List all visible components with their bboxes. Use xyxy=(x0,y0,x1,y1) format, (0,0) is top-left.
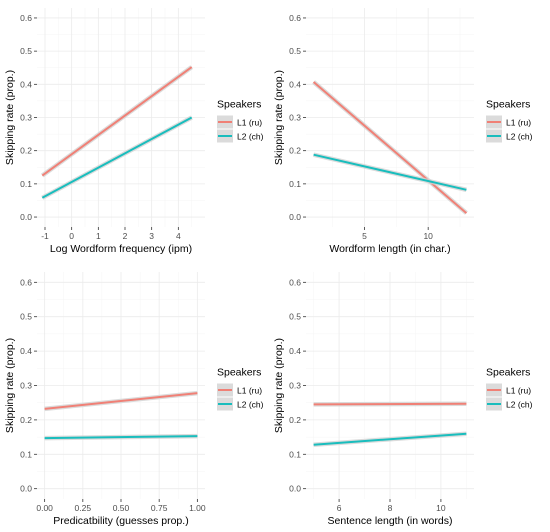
y-tick-label: 0.2 xyxy=(289,146,301,156)
y-axis-title: Skipping rate (prop.) xyxy=(273,70,285,165)
legend: Speakers L1 (ru) L2 (ch) xyxy=(217,99,264,143)
x-tick-label: 0.25 xyxy=(75,503,92,513)
y-tick-label: 0.4 xyxy=(289,79,301,89)
series-l1-line xyxy=(44,392,198,410)
series-l2-line xyxy=(313,153,467,191)
chart-panel-2: 0.0 0.1 0.2 0.3 0.4 0.5 0.6 5 10 Wordform length … xyxy=(273,8,533,255)
x-tick-label: 0.75 xyxy=(151,503,168,513)
legend-label-l2: L2 (ch) xyxy=(506,132,533,142)
x-axis-title: Predicatbility (guesses prop.) xyxy=(53,515,188,527)
y-tick-label: 0.6 xyxy=(20,277,32,287)
legend-label-l1: L1 (ru) xyxy=(237,386,262,396)
x-tick-label: 10 xyxy=(423,231,433,241)
legend-label-l1: L1 (ru) xyxy=(237,118,262,128)
series-l2-line xyxy=(41,116,193,199)
y-tick-label: 0.6 xyxy=(289,13,301,23)
y-tick-label: 0.5 xyxy=(20,46,32,56)
y-tick-label: 0.2 xyxy=(20,146,32,156)
y-tick-label: 0.3 xyxy=(289,381,301,391)
legend: Speakers L1 (ru) L2 (ch) xyxy=(217,367,264,411)
x-tick-label: 0.00 xyxy=(36,503,53,513)
legend-label-l1: L1 (ru) xyxy=(506,118,531,128)
y-tick-label: 0.2 xyxy=(20,415,32,425)
series-l2-line xyxy=(44,435,198,440)
y-tick-label: 0.4 xyxy=(289,346,301,356)
y-tick-label: 0.5 xyxy=(20,312,32,322)
y-tick-label: 0.6 xyxy=(289,277,301,287)
series-l2-line xyxy=(313,432,467,446)
y-tick-label: 0.5 xyxy=(289,312,301,322)
x-tick-label: 0.50 xyxy=(113,503,130,513)
y-tick-label: 0.4 xyxy=(20,346,32,356)
x-axis-title: Sentence length (in words) xyxy=(328,515,453,527)
y-axis-title: Skipping rate (prop.) xyxy=(4,70,16,165)
legend-title: Speakers xyxy=(217,367,261,379)
y-tick-label: 0.0 xyxy=(20,484,32,494)
x-tick-label: -1 xyxy=(41,231,49,241)
y-tick-label: 0.0 xyxy=(289,212,301,222)
x-tick-label: 0 xyxy=(69,231,74,241)
x-tick-label: 5 xyxy=(362,231,367,241)
series-l1-line xyxy=(312,81,468,214)
x-tick-label: 1 xyxy=(96,231,101,241)
chart-panel-4: 0.0 0.1 0.2 0.3 0.4 0.5 0.6 6 8 10 Sentence length… xyxy=(273,272,533,527)
x-axis-title: Log Wordform frequency (ipm) xyxy=(50,243,192,255)
x-tick-label: 10 xyxy=(436,503,446,513)
chart-panel-1: 0.0 0.1 0.2 0.3 0.4 0.5 0.6 -1 0 1 2 3 4 Log Wordform… xyxy=(4,8,264,255)
legend-title: Speakers xyxy=(486,367,530,379)
y-tick-label: 0.1 xyxy=(20,449,32,459)
y-tick-label: 0.1 xyxy=(289,449,301,459)
legend-title: Speakers xyxy=(486,99,530,111)
x-tick-label: 2 xyxy=(123,231,128,241)
legend-label-l2: L2 (ch) xyxy=(237,132,264,142)
x-tick-label: 3 xyxy=(149,231,154,241)
x-tick-label: 4 xyxy=(176,231,181,241)
legend-label-l2: L2 (ch) xyxy=(506,400,533,410)
y-tick-label: 0.0 xyxy=(289,484,301,494)
legend: Speakers L1 (ru) L2 (ch) xyxy=(486,367,533,411)
legend-label-l1: L1 (ru) xyxy=(506,386,531,396)
legend: Speakers L1 (ru) L2 (ch) xyxy=(486,99,533,143)
x-axis-title: Wordform length (in char.) xyxy=(329,243,450,255)
x-tick-label: 8 xyxy=(388,503,393,513)
y-tick-label: 0.3 xyxy=(289,113,301,123)
y-tick-label: 0.3 xyxy=(20,113,32,123)
x-tick-label: 1.00 xyxy=(189,503,206,513)
y-axis-title: Skipping rate (prop.) xyxy=(4,338,16,433)
y-tick-label: 0.5 xyxy=(289,46,301,56)
chart-panel-3: 0.0 0.1 0.2 0.3 0.4 0.5 0.6 0.00 0.25 0.50 0.75 1.0… xyxy=(4,272,264,527)
legend-label-l2: L2 (ch) xyxy=(237,400,264,410)
y-tick-label: 0.2 xyxy=(289,415,301,425)
x-tick-label: 6 xyxy=(337,503,342,513)
y-axis-title: Skipping rate (prop.) xyxy=(273,338,285,433)
series-l1-line xyxy=(41,66,193,177)
y-tick-label: 0.0 xyxy=(20,212,32,222)
y-tick-label: 0.1 xyxy=(289,179,301,189)
series-l1-line xyxy=(313,402,467,406)
y-tick-label: 0.6 xyxy=(20,13,32,23)
y-tick-label: 0.3 xyxy=(20,381,32,391)
y-tick-label: 0.4 xyxy=(20,79,32,89)
y-tick-label: 0.1 xyxy=(20,179,32,189)
legend-title: Speakers xyxy=(217,99,261,111)
